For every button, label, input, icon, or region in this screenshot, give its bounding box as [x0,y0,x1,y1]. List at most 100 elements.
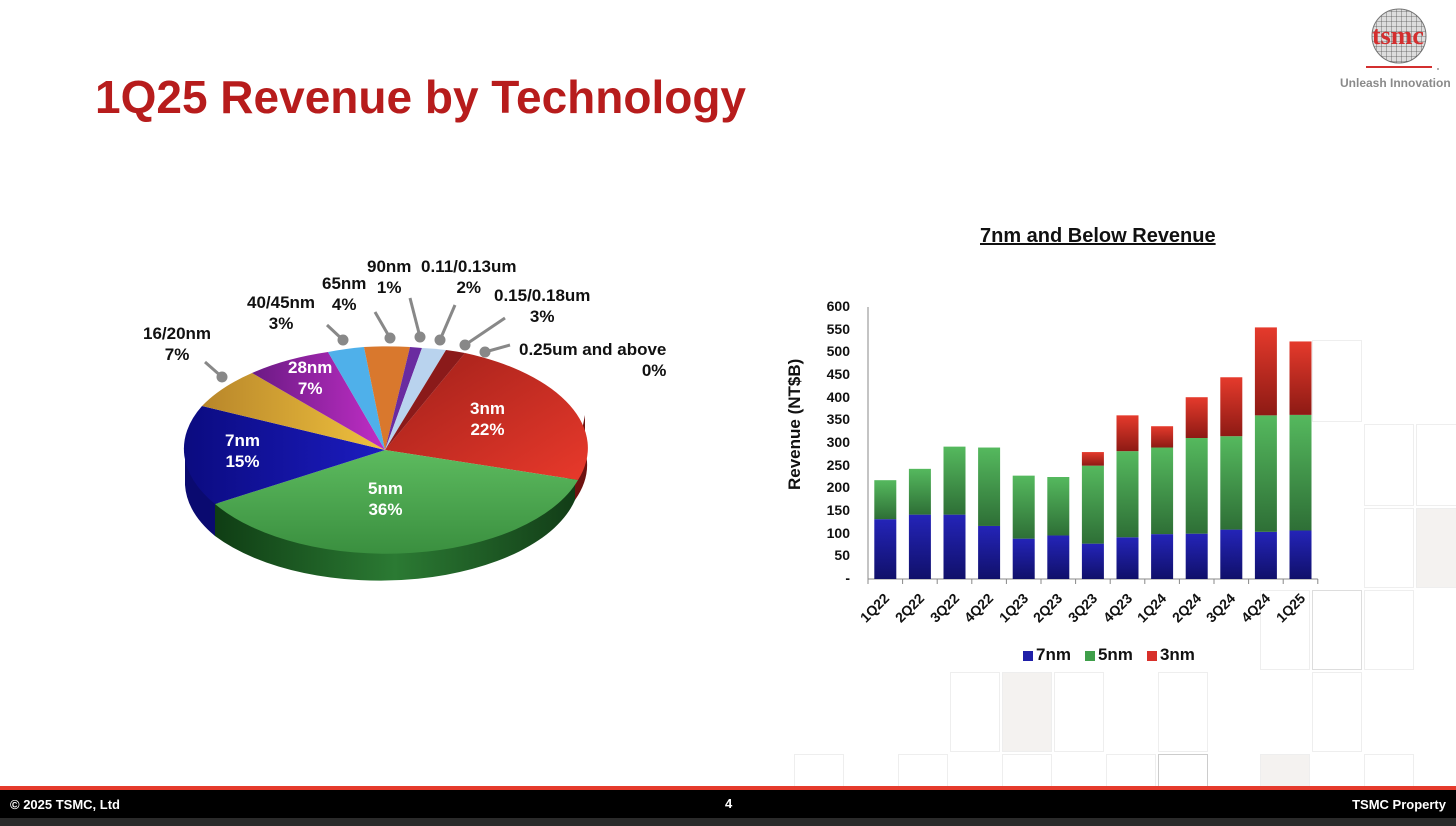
bg-decor [1002,672,1052,752]
y-axis-label: Revenue (NT$B) [785,358,804,490]
pie-label-015-018um: 0.15/0.18um 3% [494,286,591,326]
legend-item-5nm: 5nm [1084,645,1133,665]
bar-segment-5nm-1Q22 [874,480,897,520]
bg-decor [1312,340,1362,422]
pie-label-7nm: 7nm 15% [225,431,260,471]
logo-tagline: Unleash Innovation [1340,76,1451,90]
bg-decor [1002,754,1052,788]
legend-item-3nm: 3nm [1146,645,1195,665]
y-tick: 350 [826,411,850,428]
bar-segment-5nm-1Q23 [1012,475,1035,539]
bg-decor [1260,590,1310,670]
footer-property: TSMC Property [1352,797,1446,812]
bar-chart-title: 7nm and Below Revenue [980,225,1216,247]
pie-label-16-20nm: 16/20nm 7% [143,324,212,364]
bar-segment-7nm-3Q24 [1220,529,1243,579]
bar-segment-7nm-1Q25 [1289,530,1312,579]
bar-segment-5nm-2Q24 [1185,438,1208,534]
y-tick: 550 [826,320,850,337]
bar-segment-5nm-3Q23 [1081,465,1104,544]
bar-segment-5nm-3Q24 [1220,436,1243,530]
x-tick: 3Q22 [926,590,962,626]
x-tick: 1Q24 [1133,590,1170,626]
bar-segment-3nm-2Q24 [1185,397,1208,439]
bar-segment-7nm-3Q23 [1081,543,1104,579]
bg-decor [1416,508,1456,588]
legend-item-7nm: 7nm [1023,645,1071,665]
y-tick: 400 [826,388,850,405]
pie-chart [183,346,588,581]
bar-segment-5nm-4Q22 [978,447,1001,526]
x-tick: 1Q23 [995,590,1032,626]
bg-decor [1364,424,1414,506]
pie-label-40-45nm: 40/45nm 3% [247,293,316,333]
bg-decor [950,672,1000,752]
bar-segment-3nm-4Q24 [1254,327,1277,416]
bg-decor [1158,754,1208,788]
svg-text:tsmc: tsmc [1372,21,1424,50]
bg-decor [1364,590,1414,670]
x-tick: 3Q23 [1064,590,1101,626]
bar-segment-3nm-3Q24 [1220,377,1243,437]
x-tick: 4Q22 [960,590,997,626]
bar-legend: 7nm 5nm 3nm [1023,645,1195,665]
y-tick: 200 [826,479,850,496]
x-tick: 2Q22 [891,590,928,626]
pie-label-011-013um: 0.11/0.13um 2% [421,257,517,297]
y-tick: 50 [834,547,850,564]
pie-label-3nm: 3nm 22% [470,399,505,439]
y-tick: 500 [826,343,850,360]
bg-decor [1106,754,1156,788]
bar-segment-7nm-2Q22 [908,514,931,579]
page-number: 4 [725,796,733,811]
footer-accent-bar [0,786,1456,790]
bar-segment-7nm-4Q22 [978,525,1001,579]
pie-label-5nm: 5nm 36% [368,479,403,519]
tsmc-logo: tsmc [1366,8,1439,70]
bar-segment-3nm-1Q24 [1151,426,1174,448]
y-tick: - [845,570,850,587]
bar-segment-5nm-4Q23 [1116,451,1139,538]
bar-segment-5nm-4Q24 [1254,415,1277,532]
y-tick: 150 [826,502,850,519]
bg-decor [1364,754,1414,788]
pie-label-90nm: 90nm 1% [367,257,412,297]
bar-segment-3nm-3Q23 [1081,452,1104,466]
bg-decor [1054,672,1104,752]
stacked-bar-chart [867,307,1319,584]
bg-decor [1260,754,1310,788]
bar-segment-5nm-3Q22 [943,446,966,515]
footer-bottom-strip [0,818,1456,826]
bar-segment-5nm-1Q25 [1289,414,1312,531]
bg-decor [1364,508,1414,588]
footer-copyright: © 2025 TSMC, Ltd [10,797,120,812]
bar-segment-7nm-3Q22 [943,514,966,579]
x-tick: 3Q24 [1203,590,1239,626]
bg-decor [1312,590,1362,670]
bar-segment-7nm-4Q24 [1254,531,1277,579]
bg-decor [794,754,844,788]
y-tick: 600 [826,298,850,314]
bar-segment-5nm-2Q23 [1047,477,1070,536]
pie-label-65nm: 65nm 4% [322,274,367,314]
x-tick: 1Q22 [857,590,893,626]
pie-label-025um-above: 0.25um and above 0% [519,340,667,380]
bar-segment-7nm-2Q23 [1047,535,1070,579]
bar-segment-5nm-2Q22 [908,468,931,515]
slide-title: 1Q25 Revenue by Technology [95,71,747,123]
y-tick: 450 [826,366,850,382]
bar-segment-7nm-1Q23 [1012,538,1035,579]
x-tick: 2Q23 [1030,590,1066,626]
bg-decor [1416,424,1456,506]
y-tick: 100 [826,524,850,541]
bg-decor [898,754,948,788]
bar-segment-7nm-2Q24 [1185,533,1208,579]
y-tick: 250 [826,456,850,473]
bar-segment-5nm-1Q24 [1151,447,1174,535]
x-tick: 4Q23 [1099,590,1135,626]
bar-segment-3nm-1Q25 [1289,341,1312,415]
bg-decor [1158,672,1208,752]
footer: © 2025 TSMC, Ltd 4 TSMC Property [0,790,1456,818]
pie-leader-lines [204,297,511,383]
bg-decor [1312,672,1362,752]
